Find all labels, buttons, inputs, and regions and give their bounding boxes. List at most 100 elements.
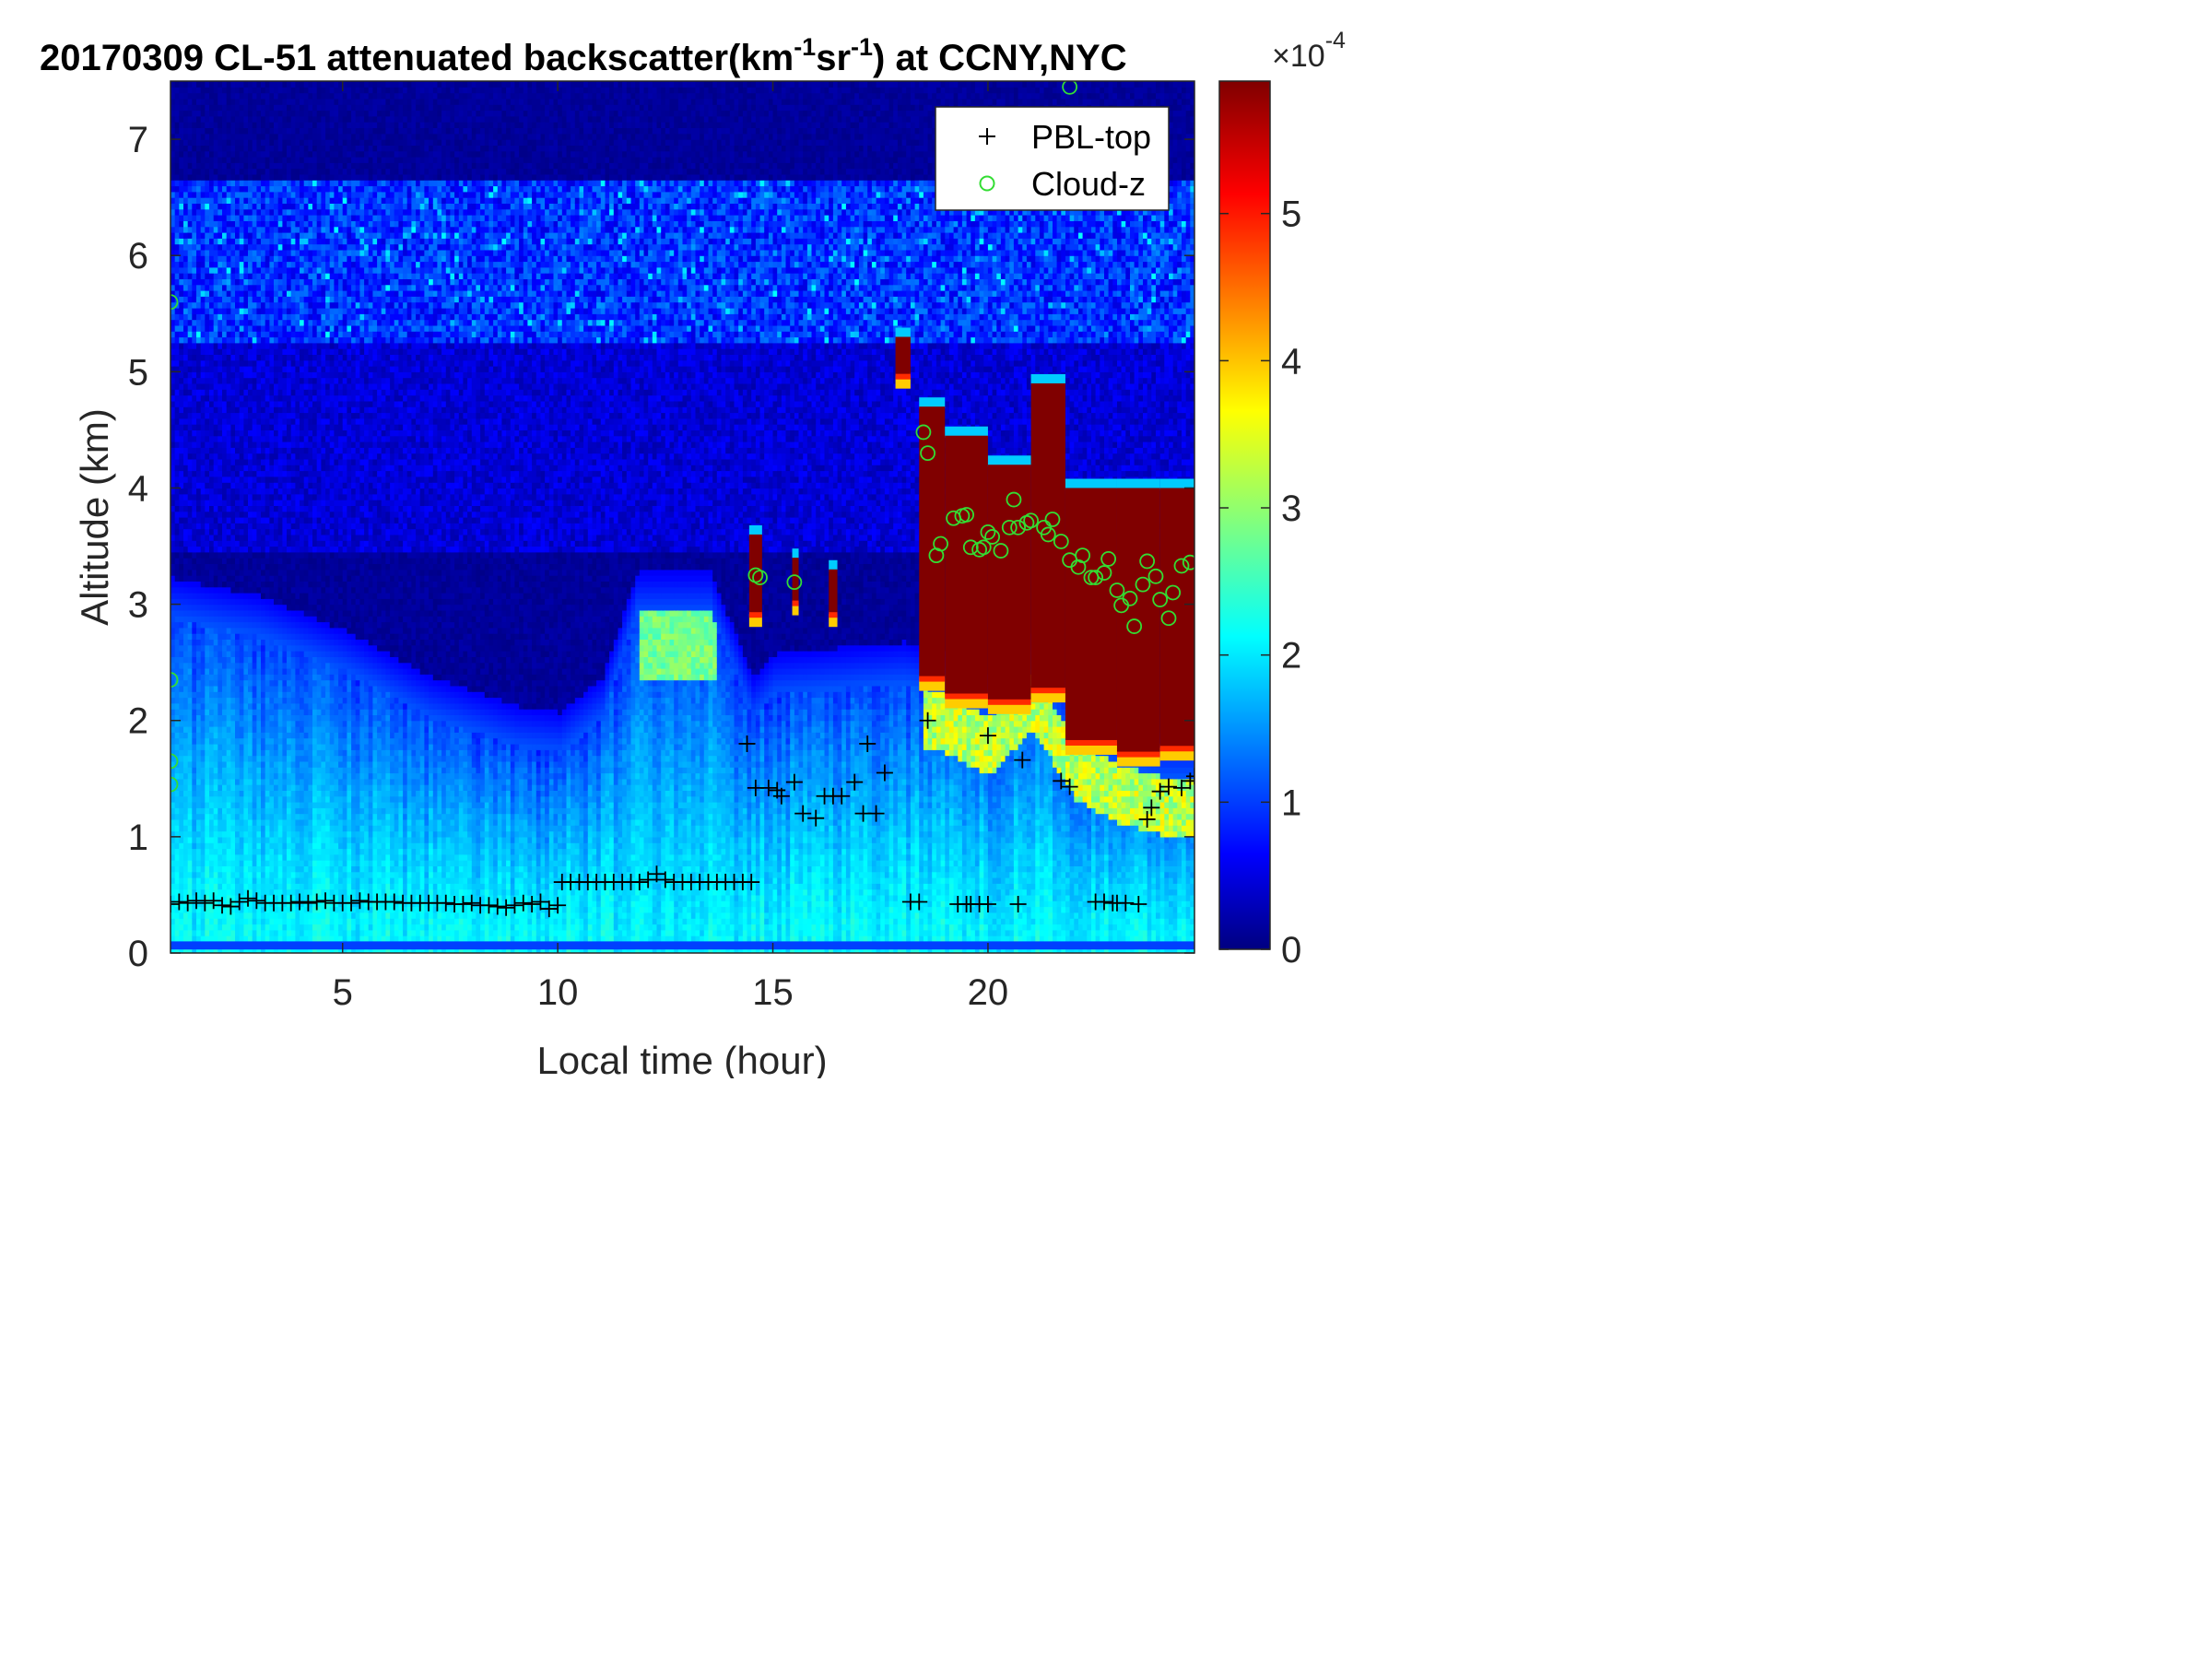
field-cell (303, 633, 309, 640)
field-cell (171, 87, 176, 94)
field-cell (205, 354, 210, 361)
field-cell (300, 830, 305, 838)
field-cell (179, 493, 184, 500)
field-cell (213, 406, 218, 414)
field-cell (248, 848, 253, 855)
field-cell (295, 243, 300, 251)
field-cell (179, 679, 184, 687)
field-cell (200, 110, 206, 117)
field-cell (243, 551, 249, 559)
field-cell (261, 191, 266, 198)
field-cell (218, 110, 223, 117)
field-cell (243, 563, 249, 571)
field-cell (222, 888, 228, 896)
field-cell (252, 412, 257, 419)
field-cell (235, 98, 241, 105)
field-cell (282, 767, 288, 774)
field-cell (261, 609, 266, 617)
field-cell (183, 558, 189, 564)
field-cell (226, 679, 231, 687)
field-cell (265, 807, 270, 815)
field-cell (282, 790, 288, 797)
field-cell (303, 865, 309, 873)
field-cell (300, 412, 305, 419)
field-cell (226, 284, 231, 291)
field-cell (265, 616, 270, 623)
field-cell (256, 191, 262, 198)
field-cell (256, 435, 262, 442)
field-cell (252, 558, 257, 564)
field-cell (239, 249, 244, 256)
field-cell (200, 697, 206, 704)
field-cell (252, 517, 257, 524)
field-cell (205, 575, 210, 582)
field-cell (252, 81, 257, 88)
field-cell (200, 500, 206, 506)
field-cell (269, 825, 275, 832)
field-cell (183, 679, 189, 687)
field-cell (213, 656, 218, 664)
field-cell (265, 301, 270, 309)
field-cell (303, 662, 309, 669)
field-cell (183, 546, 189, 553)
field-cell (243, 517, 249, 524)
field-cell (256, 598, 262, 606)
field-cell (196, 894, 202, 901)
field-cell (209, 609, 215, 617)
field-cell (295, 709, 300, 715)
field-cell (239, 476, 244, 483)
field-cell (230, 81, 236, 88)
field-cell (277, 500, 283, 506)
field-cell (239, 929, 244, 936)
field-cell (265, 523, 270, 530)
field-cell (290, 150, 296, 158)
field-cell (290, 359, 296, 367)
field-cell (205, 371, 210, 379)
field-cell (196, 441, 202, 448)
field-cell (183, 394, 189, 402)
field-cell (213, 354, 218, 361)
field-cell (200, 418, 206, 425)
field-cell (171, 324, 176, 332)
field-cell (295, 505, 300, 512)
field-cell (171, 400, 176, 407)
field-cell (205, 633, 210, 640)
field-cell (205, 273, 210, 279)
field-cell (308, 115, 313, 123)
field-cell (248, 842, 253, 850)
field-cell (226, 366, 231, 372)
field-cell (230, 772, 236, 780)
field-cell (213, 313, 218, 321)
field-cell (226, 226, 231, 233)
field-cell (295, 185, 300, 193)
field-cell (205, 412, 210, 419)
field-cell (295, 714, 300, 722)
field-cell (256, 639, 262, 646)
field-cell (252, 505, 257, 512)
field-cell (265, 744, 270, 750)
field-cell (256, 366, 262, 372)
field-cell (205, 336, 210, 344)
field-cell (295, 173, 300, 181)
field-cell (256, 145, 262, 152)
field-cell (192, 685, 197, 692)
field-cell (174, 691, 180, 699)
field-cell (248, 517, 253, 524)
field-cell (171, 418, 176, 425)
field-cell (248, 173, 253, 181)
field-cell (261, 145, 266, 152)
field-cell (261, 726, 266, 733)
field-cell (287, 145, 292, 152)
field-cell (192, 418, 197, 425)
field-cell (274, 662, 279, 669)
field-cell (290, 772, 296, 780)
field-cell (256, 651, 262, 657)
field-cell (230, 517, 236, 524)
field-cell (282, 278, 288, 286)
field-cell (300, 651, 305, 657)
field-cell (274, 336, 279, 344)
field-cell (248, 110, 253, 117)
field-cell (230, 558, 236, 564)
field-cell (274, 767, 279, 774)
field-cell (230, 482, 236, 489)
